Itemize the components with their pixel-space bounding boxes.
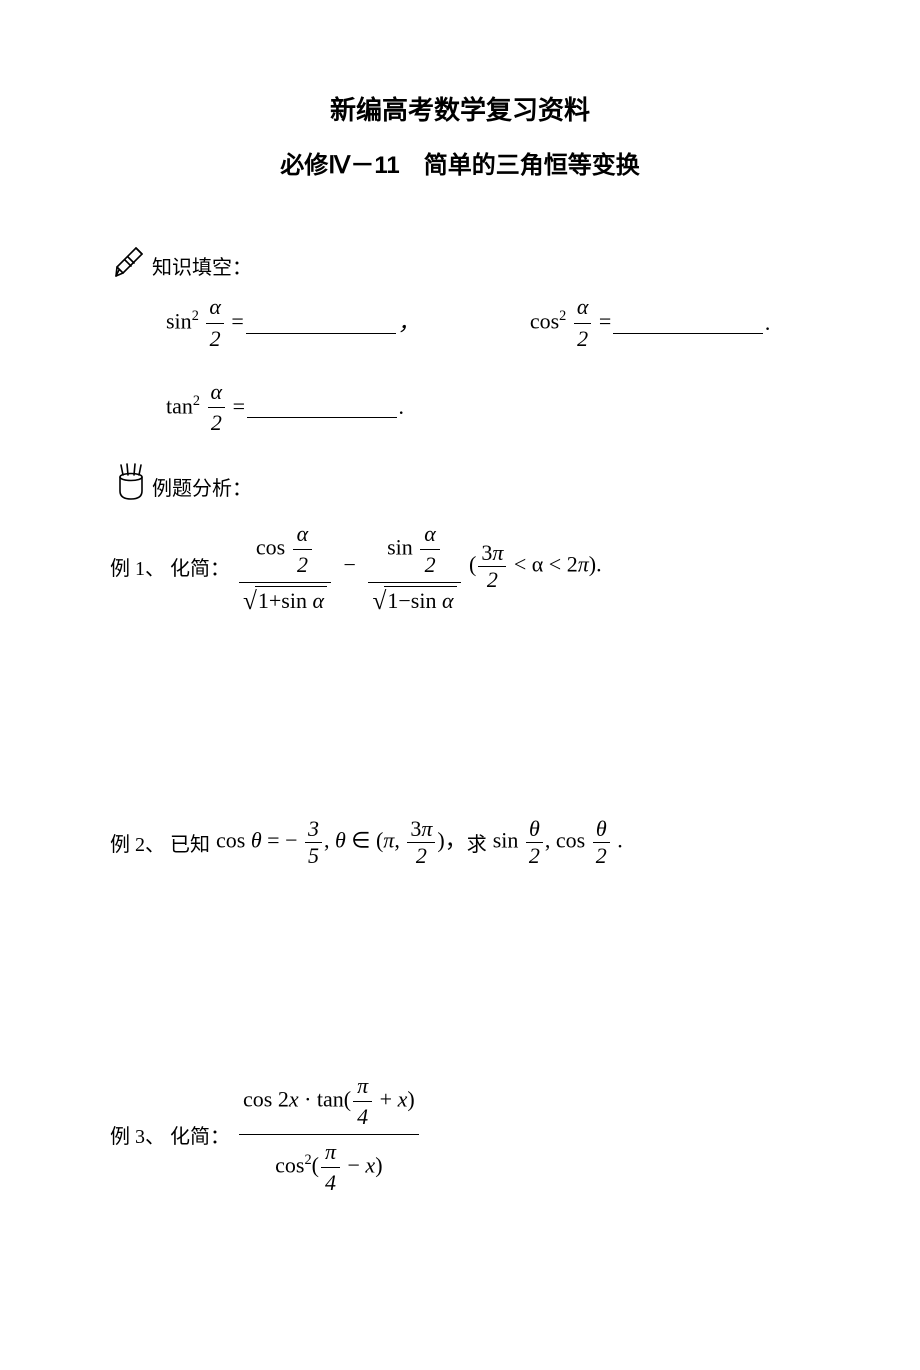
- fill-row-2: tan2 α2 = .: [166, 377, 810, 440]
- fill-eq1: sin2 α2 =: [166, 292, 244, 355]
- document-page: 新编高考数学复习资料 必修Ⅳ－11 简单的三角恒等变换 知识填空： sin2 α…: [0, 0, 920, 1370]
- fill-eq2: cos2 α2 =: [530, 292, 611, 355]
- section-fill-label: 知识填空：: [152, 251, 252, 282]
- example-2: 例 2、 已知 cos θ = − 35, θ ∈ (π, 3π2)， 求 si…: [110, 816, 810, 869]
- example-2-ask-math: sin θ2, cos θ2 .: [493, 816, 623, 869]
- example-3-math: cos 2x · tan(π4 + x) cos2(π4 − x): [236, 1069, 422, 1200]
- example-2-ask: 求: [467, 828, 487, 857]
- fill-block: sin2 α2 = ， cos2 α2 = . tan2 α2 = .: [110, 292, 810, 439]
- period-2: .: [399, 392, 405, 423]
- pencil-icon: [110, 240, 152, 282]
- blank-3: [247, 397, 397, 418]
- section-examples-header: 例题分析：: [110, 461, 810, 503]
- fill-row-1: sin2 α2 = ， cos2 α2 = .: [166, 292, 810, 355]
- section-fill-header: 知识填空：: [110, 240, 810, 282]
- example-2-math: cos θ = − 35, θ ∈ (π, 3π2)，: [216, 816, 467, 869]
- page-title-1: 新编高考数学复习资料: [110, 90, 810, 127]
- page-title-2: 必修Ⅳ－11 简单的三角恒等变换: [110, 145, 810, 180]
- example-3-label: 例 3、 化简：: [110, 1120, 230, 1149]
- blank-1: [246, 313, 396, 334]
- example-3: 例 3、 化简： cos 2x · tan(π4 + x) cos2(π4 − …: [110, 1069, 810, 1200]
- example-1-math: cos α2 √1+sin α − sin α2 √1−sin α (3π2 <…: [236, 517, 602, 616]
- example-2-label: 例 2、 已知: [110, 828, 210, 857]
- period-1: .: [765, 308, 771, 339]
- example-1: 例 1、 化简： cos α2 √1+sin α − sin α2 √1−sin…: [110, 517, 810, 616]
- comma-1: ，: [398, 308, 420, 339]
- cup-icon: [110, 461, 152, 503]
- example-1-label: 例 1、 化简：: [110, 552, 230, 581]
- blank-2: [613, 313, 763, 334]
- section-examples-label: 例题分析：: [152, 472, 252, 503]
- fill-eq3: tan2 α2 =: [166, 377, 245, 440]
